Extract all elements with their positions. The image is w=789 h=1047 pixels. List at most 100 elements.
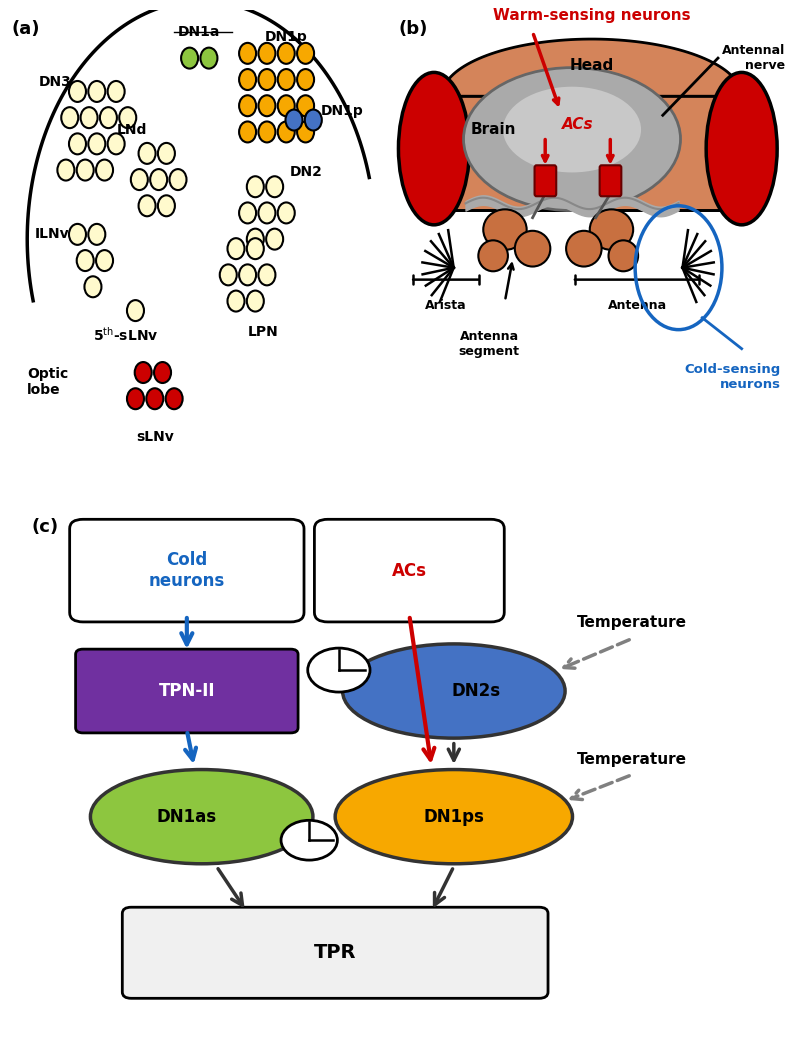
Ellipse shape <box>91 770 313 864</box>
Ellipse shape <box>342 644 565 738</box>
Ellipse shape <box>483 209 527 250</box>
Circle shape <box>220 265 237 286</box>
Text: ACs: ACs <box>562 117 594 132</box>
Ellipse shape <box>608 241 638 271</box>
Ellipse shape <box>463 68 680 210</box>
FancyBboxPatch shape <box>600 165 621 196</box>
Circle shape <box>259 95 275 116</box>
Circle shape <box>58 159 74 180</box>
Circle shape <box>77 159 94 180</box>
Polygon shape <box>442 39 742 96</box>
Circle shape <box>131 170 148 191</box>
Text: LNd: LNd <box>117 122 147 136</box>
Text: (b): (b) <box>398 20 428 38</box>
Circle shape <box>96 250 113 271</box>
Circle shape <box>278 202 295 223</box>
Circle shape <box>84 276 102 297</box>
Ellipse shape <box>566 230 602 267</box>
Circle shape <box>77 250 94 271</box>
Ellipse shape <box>503 87 641 173</box>
Text: Antenna: Antenna <box>608 298 667 312</box>
Circle shape <box>297 121 314 142</box>
Text: DN1ps: DN1ps <box>424 807 484 826</box>
Circle shape <box>247 238 264 260</box>
Circle shape <box>69 81 86 102</box>
Circle shape <box>139 196 155 217</box>
Circle shape <box>259 265 275 286</box>
Ellipse shape <box>335 770 573 864</box>
Circle shape <box>278 121 295 142</box>
Text: Optic
lobe: Optic lobe <box>27 366 69 397</box>
Circle shape <box>278 95 295 116</box>
Circle shape <box>227 291 245 312</box>
Circle shape <box>158 142 175 164</box>
Text: sLNv: sLNv <box>136 429 174 444</box>
Circle shape <box>278 69 295 90</box>
Circle shape <box>259 43 275 64</box>
Ellipse shape <box>398 72 469 225</box>
Text: ILNv: ILNv <box>35 227 69 242</box>
Text: Temperature: Temperature <box>577 616 687 630</box>
Circle shape <box>239 202 256 223</box>
Circle shape <box>154 362 171 383</box>
Circle shape <box>119 107 136 128</box>
Circle shape <box>297 43 314 64</box>
Ellipse shape <box>589 209 633 250</box>
Circle shape <box>239 95 256 116</box>
Circle shape <box>139 142 155 164</box>
Circle shape <box>266 228 283 249</box>
Text: Warm-sensing neurons: Warm-sensing neurons <box>493 8 690 23</box>
Text: TPR: TPR <box>314 943 357 962</box>
Text: TPN-II: TPN-II <box>159 682 215 700</box>
FancyBboxPatch shape <box>314 519 504 622</box>
Circle shape <box>62 107 78 128</box>
Circle shape <box>297 95 314 116</box>
Circle shape <box>69 224 86 245</box>
Circle shape <box>278 43 295 64</box>
Circle shape <box>286 110 302 131</box>
Text: DN1p: DN1p <box>321 104 364 117</box>
Text: Brain: Brain <box>470 122 516 137</box>
Circle shape <box>281 821 338 861</box>
Text: DN1a: DN1a <box>178 25 220 39</box>
Circle shape <box>88 81 105 102</box>
Circle shape <box>239 265 256 286</box>
Text: DN2s: DN2s <box>451 682 501 700</box>
Circle shape <box>297 69 314 90</box>
Text: Cold
neurons: Cold neurons <box>148 551 225 591</box>
Circle shape <box>166 388 182 409</box>
Circle shape <box>308 648 370 692</box>
Text: DN1p: DN1p <box>265 29 308 44</box>
Circle shape <box>247 291 264 312</box>
Circle shape <box>135 362 151 383</box>
Circle shape <box>227 238 245 260</box>
Polygon shape <box>442 96 742 210</box>
Ellipse shape <box>478 241 508 271</box>
Circle shape <box>158 196 175 217</box>
Text: (c): (c) <box>31 518 58 536</box>
Circle shape <box>259 121 275 142</box>
Circle shape <box>96 159 113 180</box>
Text: Head: Head <box>570 58 614 72</box>
Text: Arista: Arista <box>425 298 466 312</box>
Circle shape <box>107 81 125 102</box>
Circle shape <box>150 170 167 191</box>
Ellipse shape <box>706 72 777 225</box>
Text: ACs: ACs <box>392 561 427 580</box>
Text: 5$^{\rm th}$-sLNv: 5$^{\rm th}$-sLNv <box>93 326 159 343</box>
Text: DN1as: DN1as <box>157 807 217 826</box>
Circle shape <box>100 107 117 128</box>
Text: DN3: DN3 <box>39 75 72 89</box>
Circle shape <box>259 69 275 90</box>
Circle shape <box>239 43 256 64</box>
Circle shape <box>181 47 198 69</box>
Circle shape <box>305 110 322 131</box>
Circle shape <box>247 228 264 249</box>
Text: DN2: DN2 <box>290 165 323 179</box>
Circle shape <box>200 47 218 69</box>
Text: LPN: LPN <box>248 325 279 339</box>
Circle shape <box>247 176 264 197</box>
Circle shape <box>239 69 256 90</box>
Circle shape <box>80 107 98 128</box>
FancyBboxPatch shape <box>122 907 548 999</box>
